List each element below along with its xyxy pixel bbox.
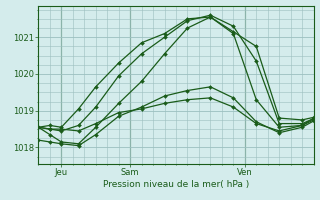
X-axis label: Pression niveau de la mer( hPa ): Pression niveau de la mer( hPa ) <box>103 180 249 189</box>
